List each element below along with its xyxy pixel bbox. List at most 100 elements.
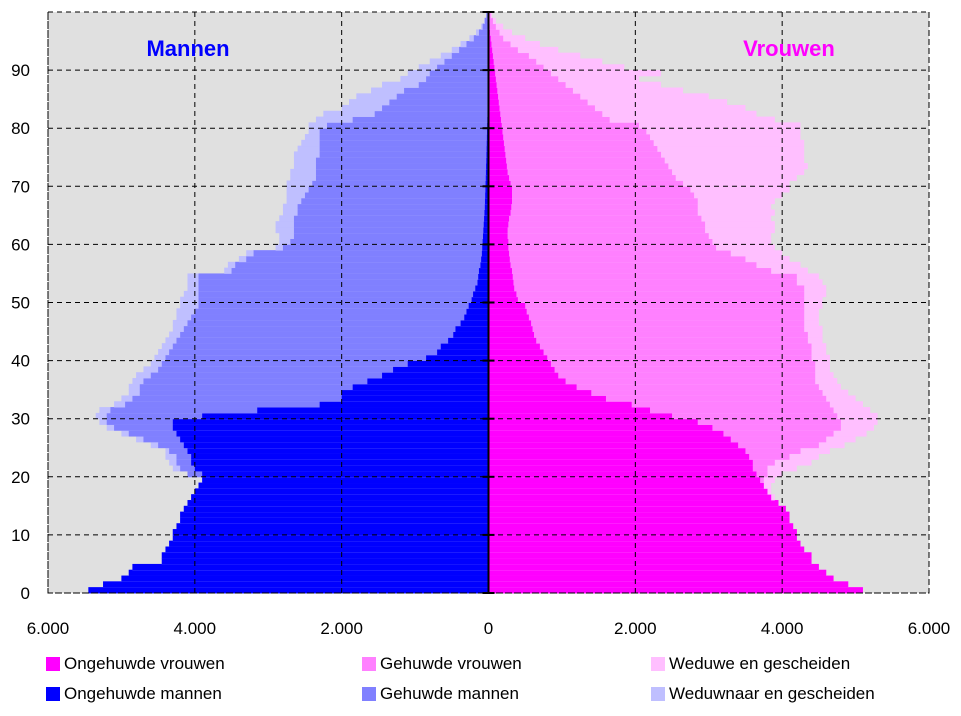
women-married-bar (488, 180, 684, 187)
women-unmarried-bar (488, 395, 606, 402)
women-married-bar (488, 203, 698, 210)
women-unmarried-bar (488, 424, 713, 431)
legend: Ongehuwde vrouwen Gehuwde vrouwen Weduwe… (46, 653, 946, 713)
women-married-bar (488, 226, 706, 234)
women-married-bar (488, 238, 713, 245)
men-unmarried-bar (440, 343, 489, 350)
women-married-bar (488, 99, 588, 106)
women-widowed-bar (488, 110, 757, 117)
men-married-bar (482, 23, 489, 30)
women-married-bar (488, 389, 823, 396)
women-married-bar (488, 407, 834, 414)
y-tick-label: 30 (11, 410, 30, 429)
men-married-bar (176, 337, 489, 344)
women-unmarried-bar (488, 256, 510, 263)
women-married-bar (488, 12, 491, 19)
men-married-bar (301, 197, 489, 205)
men-unmarried-bar (482, 244, 489, 251)
men-married-bar (169, 348, 489, 356)
women-unmarried-bar (488, 366, 555, 373)
men-married-bar (352, 116, 489, 123)
x-tick-label: 0 (484, 619, 493, 638)
men-married-bar (315, 168, 489, 176)
men-unmarried-bar (341, 389, 489, 396)
women-married-bar (488, 279, 797, 286)
women-widowed-bar (488, 99, 728, 106)
x-tick-label: 6.000 (908, 619, 951, 638)
men-unmarried-bar (194, 465, 489, 472)
women-unmarried-bar (488, 389, 592, 396)
women-unmarried-bar (488, 302, 526, 309)
legend-swatch (46, 657, 60, 671)
men-married-bar (319, 128, 489, 135)
legend-swatch (651, 657, 665, 671)
women-unmarried-bar (488, 511, 790, 518)
women-unmarried-bar (488, 238, 509, 245)
women-unmarried-bar (488, 430, 724, 437)
men-unmarried-bar (407, 360, 489, 367)
women-married-bar (488, 116, 610, 123)
men-married-bar (374, 110, 489, 117)
legend-item-gehuwde-vrouwen: Gehuwde vrouwen (362, 653, 522, 675)
men-unmarried-bar (485, 192, 489, 199)
men-unmarried-bar (486, 151, 489, 158)
men-unmarried-bar (393, 366, 489, 373)
women-married-bar (488, 197, 698, 205)
men-married-bar (297, 209, 489, 216)
men-unmarried-bar (169, 540, 489, 547)
men-unmarried-bar (486, 163, 489, 170)
women-unmarried-bar (488, 482, 764, 489)
legend-label: Ongehuwde mannen (64, 684, 222, 703)
legend-label: Weduwnaar en gescheiden (669, 684, 875, 703)
men-unmarried-bar (176, 430, 489, 437)
women-married-bar (488, 250, 731, 257)
women-married-bar (488, 209, 698, 216)
men-unmarried-bar (483, 221, 489, 228)
men-married-bar (235, 261, 489, 269)
women-unmarried-bar (488, 52, 493, 59)
men-married-bar (319, 134, 489, 141)
women-married-bar (488, 285, 805, 292)
women-unmarried-bar (488, 180, 511, 187)
men-unmarried-bar (473, 290, 489, 298)
women-unmarried-bar (488, 447, 746, 454)
men-married-bar (484, 17, 489, 25)
women-unmarried-bar (488, 563, 819, 571)
men-unmarried-bar (485, 186, 489, 193)
men-married-bar (253, 250, 489, 257)
men-unmarried-bar (191, 494, 489, 501)
women-unmarried-bar (488, 569, 827, 576)
men-married-bar (183, 325, 489, 332)
women-unmarried-bar (488, 401, 632, 408)
men-married-bar (158, 366, 489, 373)
men-married-bar (312, 180, 489, 187)
women-unmarried-bar (488, 35, 491, 42)
men-married-bar (459, 46, 489, 54)
men-married-bar (191, 314, 489, 321)
women-widowed-bar (488, 52, 581, 59)
men-unmarried-bar (484, 215, 489, 222)
women-married-bar (488, 93, 581, 100)
women-widowed-bar (488, 116, 775, 123)
women-unmarried-bar (488, 308, 527, 315)
men-married-bar (198, 279, 489, 286)
women-married-bar (488, 401, 830, 408)
men-married-bar (246, 256, 489, 263)
men-unmarried-bar (477, 279, 489, 286)
women-married-bar (488, 267, 772, 274)
men-unmarried-bar (484, 197, 489, 205)
men-married-bar (293, 226, 489, 234)
women-unmarried-bar (488, 250, 510, 257)
women-widowed-bar (488, 104, 746, 112)
women-unmarried-bar (488, 470, 757, 478)
men-married-bar (231, 267, 489, 274)
men-unmarried-bar (471, 296, 489, 303)
men-married-bar (429, 70, 489, 77)
women-married-bar (488, 244, 717, 251)
men-married-bar (198, 285, 489, 292)
women-married-bar (488, 273, 797, 280)
men-married-bar (297, 203, 489, 210)
women-unmarried-bar (488, 261, 511, 269)
men-unmarried-bar (180, 436, 489, 443)
men-married-bar (172, 343, 489, 350)
